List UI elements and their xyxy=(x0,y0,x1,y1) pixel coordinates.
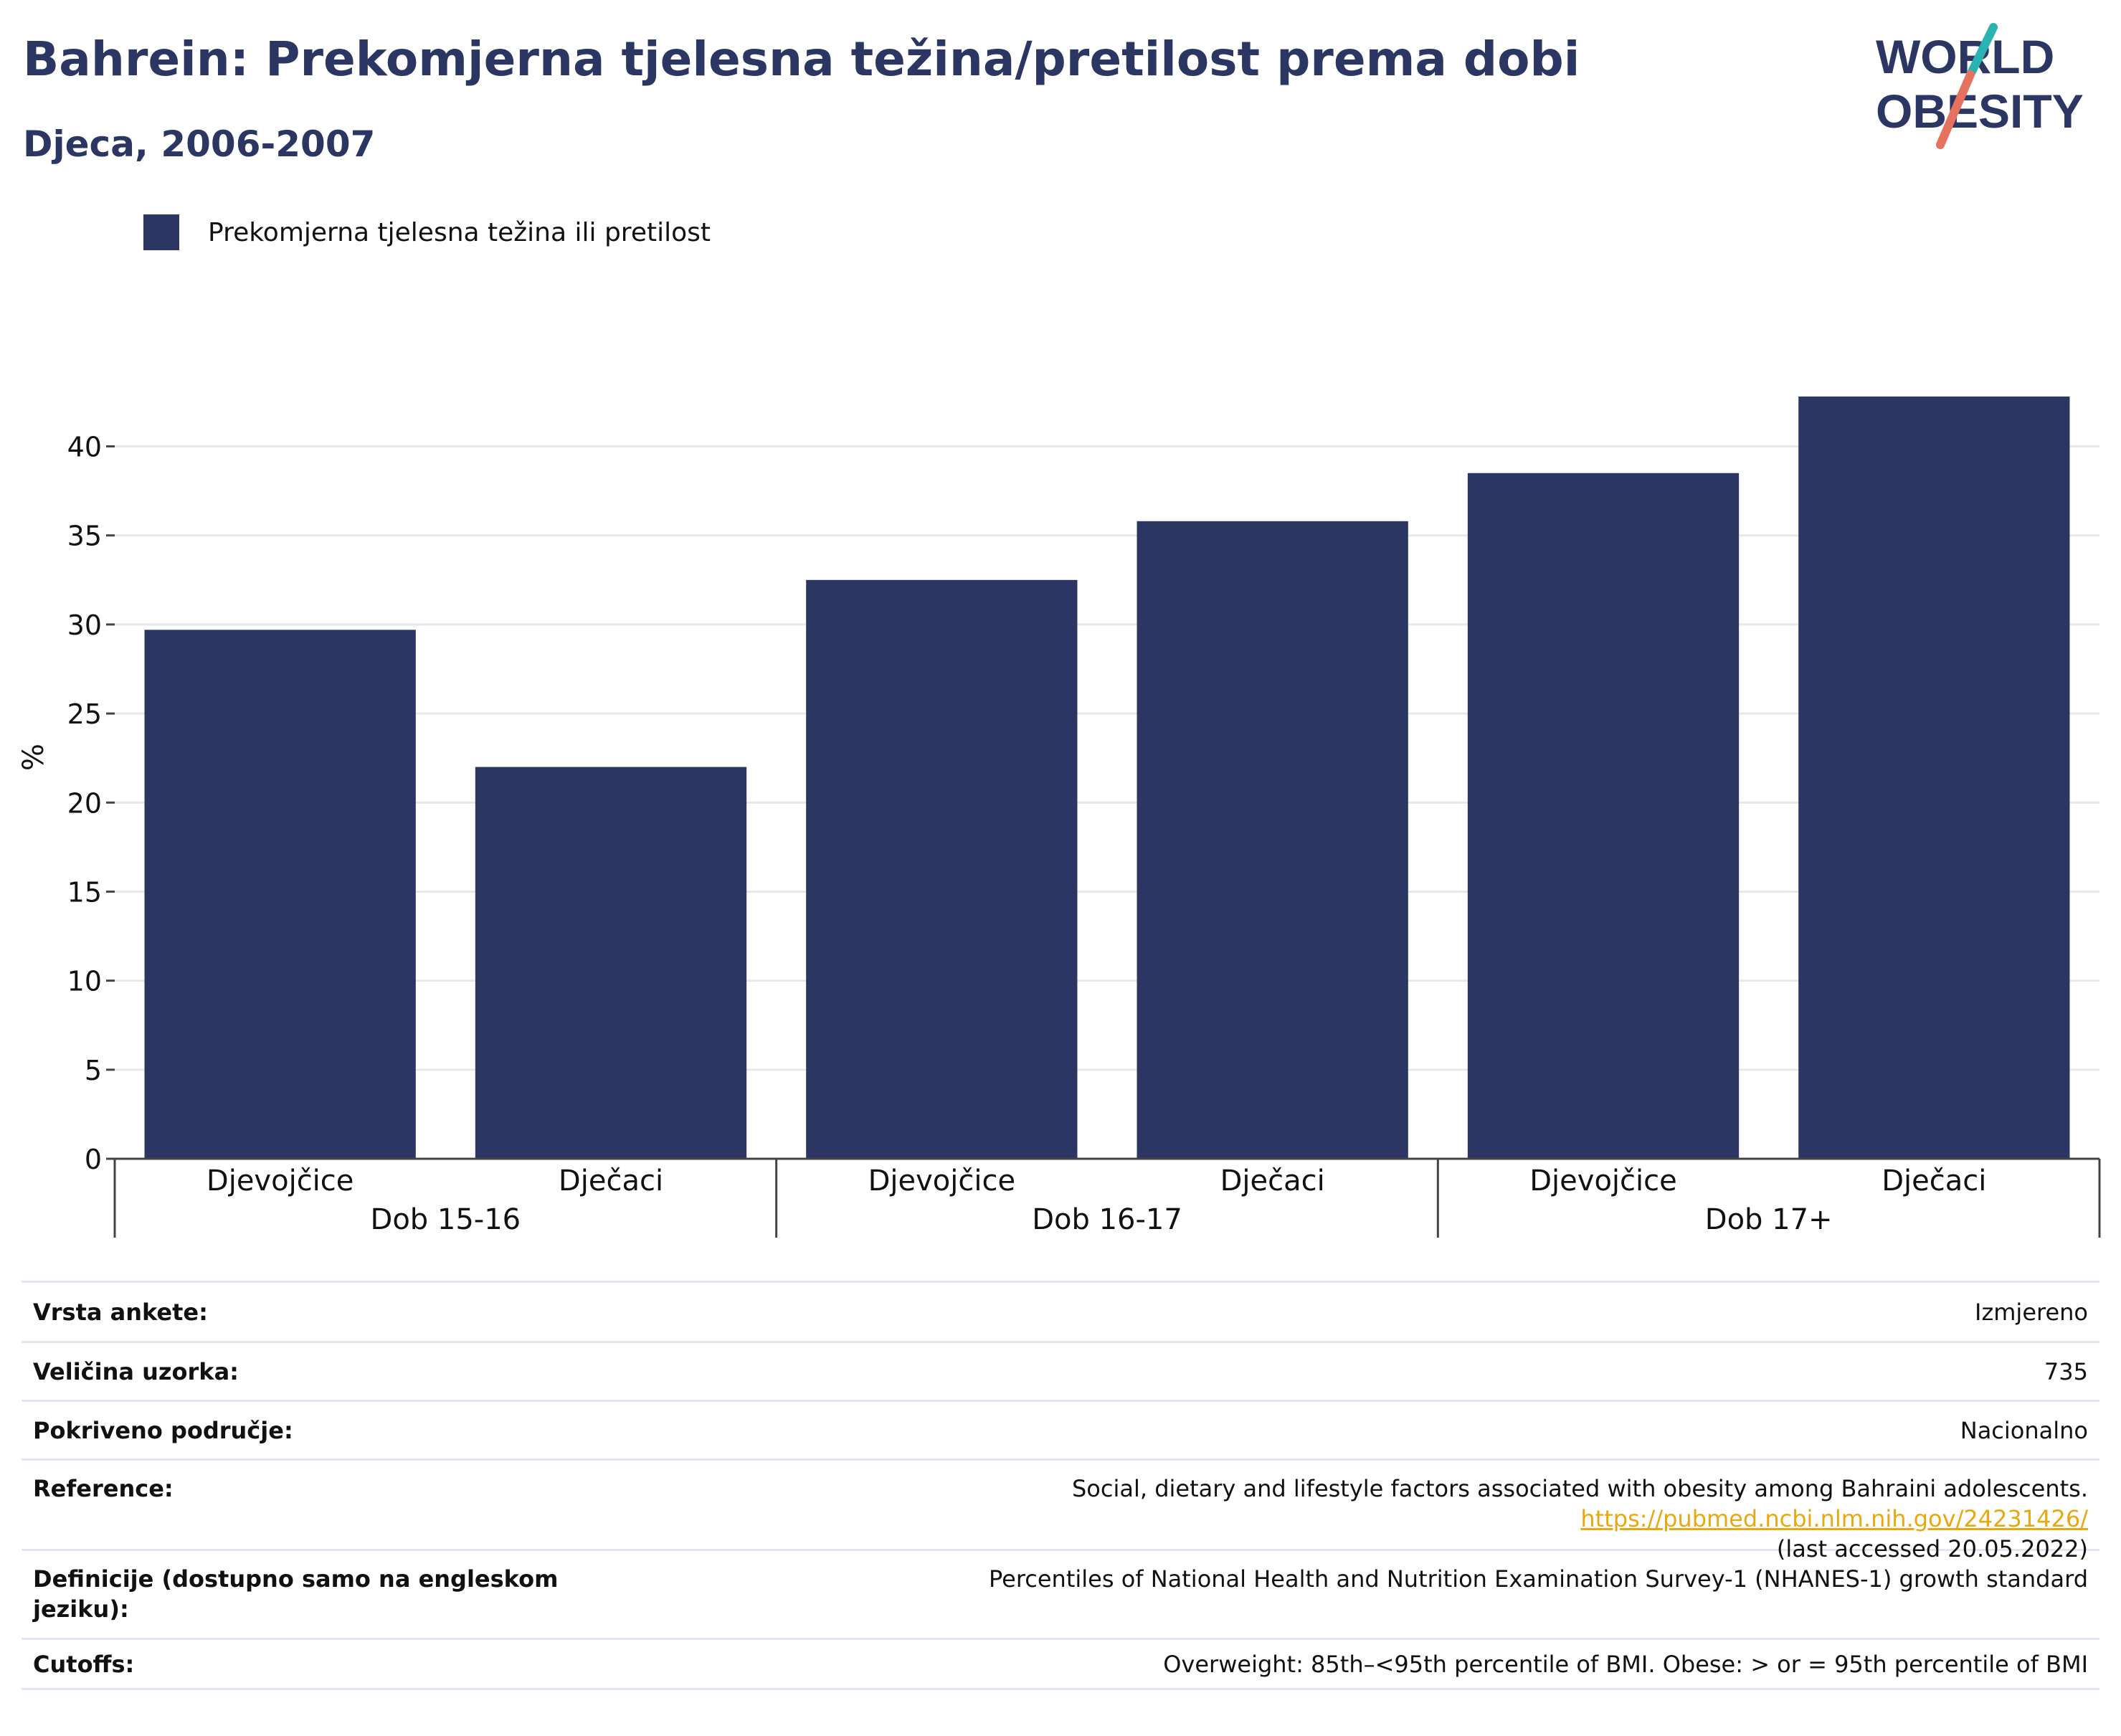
info-row-coverage: Pokriveno područje: Nacionalno xyxy=(22,1402,2099,1461)
definitions-label-line1: Definicije (dostupno samo na engleskom xyxy=(33,1565,559,1593)
x-tick-label: Djevojčice xyxy=(868,1165,1016,1197)
world-obesity-logo: WORLD OBESITY xyxy=(1876,23,2084,149)
reference-text: Social, dietary and lifestyle factors as… xyxy=(1071,1475,2088,1502)
y-axis-label: % xyxy=(17,744,50,771)
y-tick-label: 25 xyxy=(67,698,102,730)
logo-slash-teal xyxy=(1968,23,1998,76)
y-tick-label: 20 xyxy=(67,787,102,819)
y-tick-label: 40 xyxy=(67,432,102,463)
x-tick-label: Dječaci xyxy=(1220,1165,1325,1197)
x-group-label: Dob 15-16 xyxy=(371,1203,521,1236)
x-tick-label: Dječaci xyxy=(559,1165,663,1197)
y-tick-label: 35 xyxy=(67,521,102,552)
coverage-value: Nacionalno xyxy=(1960,1416,2088,1444)
reference-link[interactable]: https://pubmed.ncbi.nlm.nih.gov/24231426… xyxy=(1580,1505,2088,1532)
reference-value: Social, dietary and lifestyle factors as… xyxy=(566,1474,2099,1564)
legend-swatch xyxy=(143,214,179,250)
x-group-label: Dob 16-17 xyxy=(1032,1203,1182,1236)
y-tick-label: 30 xyxy=(67,610,102,641)
reference-label: Reference: xyxy=(33,1475,174,1502)
grid-lines xyxy=(115,445,2099,1071)
definitions-label-line2: jeziku): xyxy=(33,1595,129,1623)
survey-info-table: Vrsta ankete: Izmjereno Veličina uzorka:… xyxy=(22,1281,2099,1690)
chart-subtitle: Djeca, 2006-2007 xyxy=(23,123,376,165)
bar xyxy=(1798,396,2070,1159)
x-tick-label: Djevojčice xyxy=(1529,1165,1677,1197)
logo-slash-coral xyxy=(1936,70,1975,149)
info-row-sample-size: Veličina uzorka: 735 xyxy=(22,1343,2099,1402)
reference-accessed: (last accessed 20.05.2022) xyxy=(1776,1535,2088,1562)
cutoffs-value: Overweight: 85th–<95th percentile of BMI… xyxy=(1163,1650,2088,1678)
bar-chart: 0 5 10 15 20 25 30 35 40 Djevojčice Dječaci Dob 15-… xyxy=(17,396,2101,1238)
cutoffs-label: Cutoffs: xyxy=(33,1650,135,1678)
info-row-cutoffs: Cutoffs: Overweight: 85th–<95th percenti… xyxy=(22,1640,2099,1690)
chart-title: Bahrein: Prekomjerna tjelesna težina/pre… xyxy=(23,32,1580,87)
bar xyxy=(806,579,1078,1159)
info-row-definitions: Definicije (dostupno samo na engleskom j… xyxy=(22,1551,2099,1640)
bar xyxy=(475,767,747,1159)
y-tick-label: 10 xyxy=(67,966,102,997)
survey-type-value: Izmjereno xyxy=(1975,1298,2088,1326)
coverage-label: Pokriveno područje: xyxy=(33,1416,293,1444)
x-tick-label: Dječaci xyxy=(1882,1165,1986,1197)
y-tick-label: 5 xyxy=(85,1055,102,1086)
info-row-survey-type: Vrsta ankete: Izmjereno xyxy=(22,1283,2099,1343)
info-row-reference: Reference: Social, dietary and lifestyle… xyxy=(22,1461,2099,1562)
axes: 0 5 10 15 20 25 30 35 40 Djevojčice Dječaci Dob 15-… xyxy=(67,432,2101,1238)
x-group-label: Dob 17+ xyxy=(1705,1203,1833,1236)
x-tick-label: Djevojčice xyxy=(207,1165,354,1197)
y-tick-label: 0 xyxy=(85,1144,102,1175)
bar xyxy=(1137,521,1408,1159)
bars xyxy=(144,396,2070,1159)
bar xyxy=(144,630,416,1159)
logo-line2: OBESITY xyxy=(1876,85,2084,138)
legend-label: Prekomjerna tjelesna težina ili pretilos… xyxy=(208,217,711,247)
y-tick-label: 15 xyxy=(67,876,102,908)
survey-type-label: Vrsta ankete: xyxy=(33,1298,208,1326)
bar xyxy=(1467,473,1740,1159)
definitions-value: Percentiles of National Health and Nutri… xyxy=(988,1565,2088,1593)
definitions-label: Definicije (dostupno samo na engleskom j… xyxy=(22,1564,566,1624)
legend[interactable]: Prekomjerna tjelesna težina ili pretilos… xyxy=(143,214,711,251)
sample-size-value: 735 xyxy=(2044,1357,2088,1385)
logo-line1: WORLD xyxy=(1876,30,2054,83)
sample-size-label: Veličina uzorka: xyxy=(33,1357,239,1385)
